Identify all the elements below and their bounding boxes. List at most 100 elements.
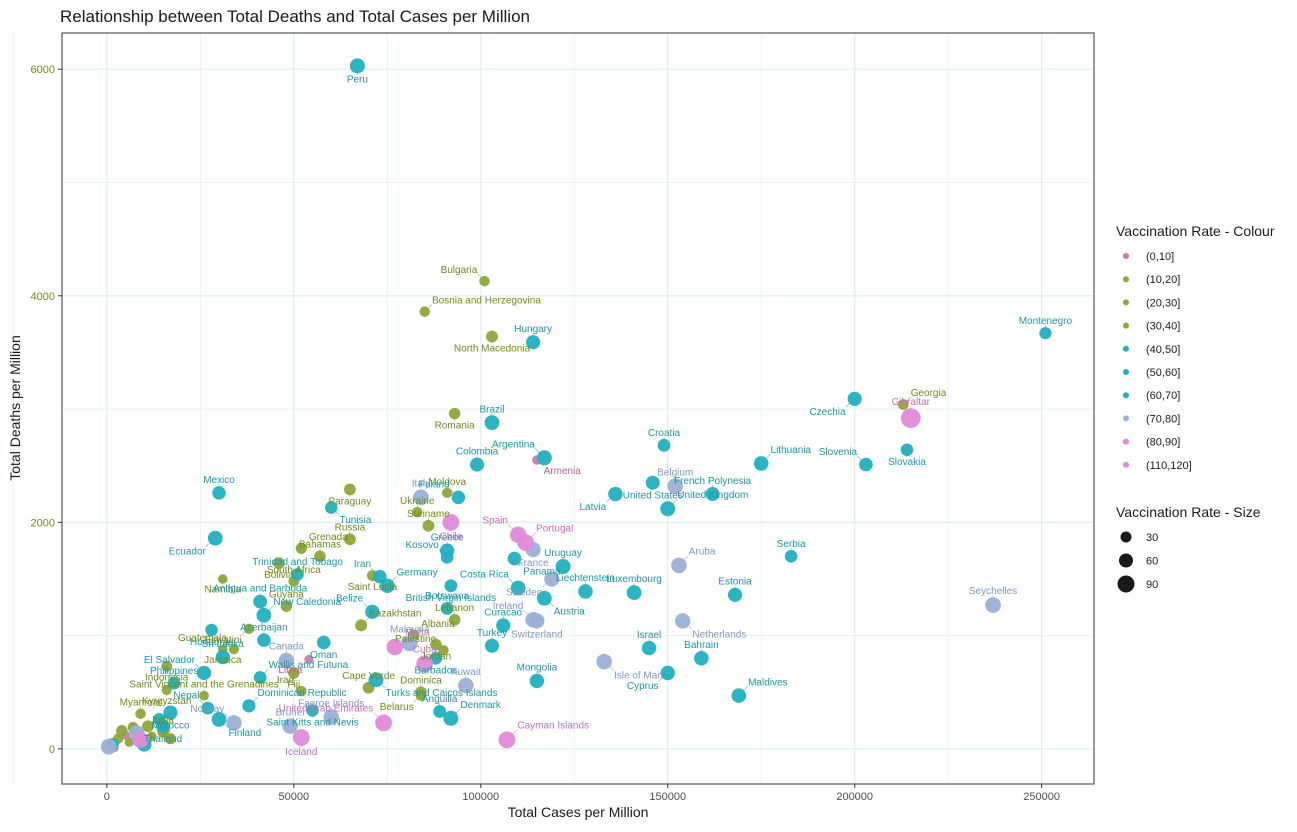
point-label: Iceland — [285, 747, 317, 758]
data-point — [161, 684, 172, 696]
point-label: Belarus — [380, 702, 414, 713]
point-label: Bahamas — [299, 540, 341, 551]
data-point — [253, 594, 268, 609]
legend-colour-label: (20,30] — [1146, 297, 1180, 309]
legend-size-key — [1120, 531, 1132, 543]
point-label: El Salvador — [144, 655, 196, 666]
point-label: Fiji — [287, 680, 300, 691]
point-label: Austria — [554, 607, 586, 618]
point-label: Portugal — [536, 523, 573, 534]
point-label: Trinidad and Tobago — [252, 557, 343, 568]
point-label: Isle of Man — [614, 670, 663, 681]
point-label: United Arab Emirates — [279, 703, 374, 714]
data-point — [288, 667, 300, 679]
y-tick-label: 6000 — [31, 64, 55, 76]
point-label: Tunisia — [339, 515, 371, 526]
point-label: United Kingdom — [677, 490, 748, 501]
data-point — [413, 489, 429, 506]
data-point — [433, 705, 447, 718]
data-point — [525, 611, 541, 628]
data-point — [226, 715, 242, 731]
point-label: Kazakhstan — [369, 608, 421, 619]
x-tick-label: 50000 — [279, 791, 310, 803]
point-label: Albania — [421, 619, 455, 630]
legend-colour-label: (110,120] — [1146, 460, 1192, 472]
data-point — [215, 650, 230, 665]
point-label: Cayman Islands — [517, 720, 589, 731]
data-point — [496, 618, 511, 633]
data-point — [660, 501, 676, 517]
data-points — [100, 58, 1052, 755]
x-tick-label: 150000 — [649, 791, 686, 803]
data-point — [674, 613, 691, 629]
legend-colour-label: (80,90] — [1146, 437, 1180, 449]
point-label: India — [152, 715, 174, 726]
data-point — [657, 438, 671, 452]
data-point — [316, 635, 331, 650]
point-label: Bolivia — [264, 570, 294, 581]
data-point — [1039, 327, 1052, 340]
data-point — [116, 725, 128, 737]
data-point — [205, 623, 218, 637]
legend-colour-label: (50,60] — [1146, 367, 1180, 379]
legend-size-label: 90 — [1146, 579, 1158, 591]
data-point — [985, 597, 1001, 613]
data-point — [380, 578, 395, 593]
data-point — [228, 644, 240, 655]
data-point — [291, 568, 304, 581]
point-label: Guyana — [269, 589, 304, 600]
data-point — [731, 688, 747, 703]
point-label: Greece — [431, 532, 464, 543]
legend-size-title: Vaccination Rate - Size — [1116, 504, 1261, 520]
legend-colour-label: (70,80] — [1146, 413, 1180, 425]
data-point — [529, 673, 545, 689]
legend-colour: Vaccination Rate - Colour (0,10] (10,20] (… — [1116, 223, 1275, 472]
data-point — [355, 619, 368, 632]
legend-colour-label: (60,70] — [1146, 390, 1180, 402]
data-point — [135, 708, 146, 720]
data-point — [442, 487, 453, 498]
point-label: Malta — [405, 628, 430, 639]
point-label: Iran — [354, 559, 371, 570]
data-point — [422, 519, 435, 532]
point-label: Dominican Republic — [258, 688, 347, 699]
point-label: Indonesia — [145, 673, 189, 684]
data-point — [429, 651, 443, 665]
point-label: Liechtenstein — [556, 573, 615, 584]
legend-colour-title: Vaccination Rate - Colour — [1116, 223, 1275, 239]
point-label: French Polynesia — [674, 476, 752, 487]
data-point — [484, 415, 500, 431]
point-label: British Virgin Islands — [406, 593, 496, 604]
point-label: Kosovo — [406, 540, 440, 551]
point-label: Bahrain — [684, 640, 718, 651]
point-label: Gibraltar — [892, 397, 931, 408]
legend-size-label: 60 — [1146, 556, 1158, 568]
data-point — [458, 677, 474, 694]
point-label: Turks and Caicos Islands — [385, 688, 497, 699]
point-label: Argentina — [492, 439, 535, 450]
point-label: Myanmar — [120, 698, 162, 709]
y-tick-label: 4000 — [31, 291, 55, 303]
data-point — [415, 686, 427, 699]
point-label: Sri Lanka — [202, 639, 245, 650]
x-tick-label: 250000 — [1023, 791, 1060, 803]
data-point — [212, 486, 226, 500]
data-point — [645, 475, 660, 490]
legend-colour-label: (40,50] — [1146, 344, 1180, 356]
point-label: Armenia — [544, 466, 582, 477]
point-label: Germany — [397, 568, 438, 579]
data-point — [536, 450, 552, 466]
data-point — [218, 574, 228, 584]
point-label: Dominica — [400, 675, 442, 686]
point-label: Nepal — [173, 691, 199, 702]
data-point — [242, 699, 256, 713]
point-label: Romania — [435, 420, 475, 431]
point-label: Finland — [228, 728, 261, 739]
data-point — [199, 690, 209, 701]
legend-size-label: 30 — [1146, 532, 1158, 544]
point-label: Eswatini — [204, 635, 241, 646]
point-label: United States — [623, 491, 683, 502]
point-label: Luxembourg — [606, 574, 662, 585]
legend-colour-label: (0,10] — [1146, 251, 1174, 263]
